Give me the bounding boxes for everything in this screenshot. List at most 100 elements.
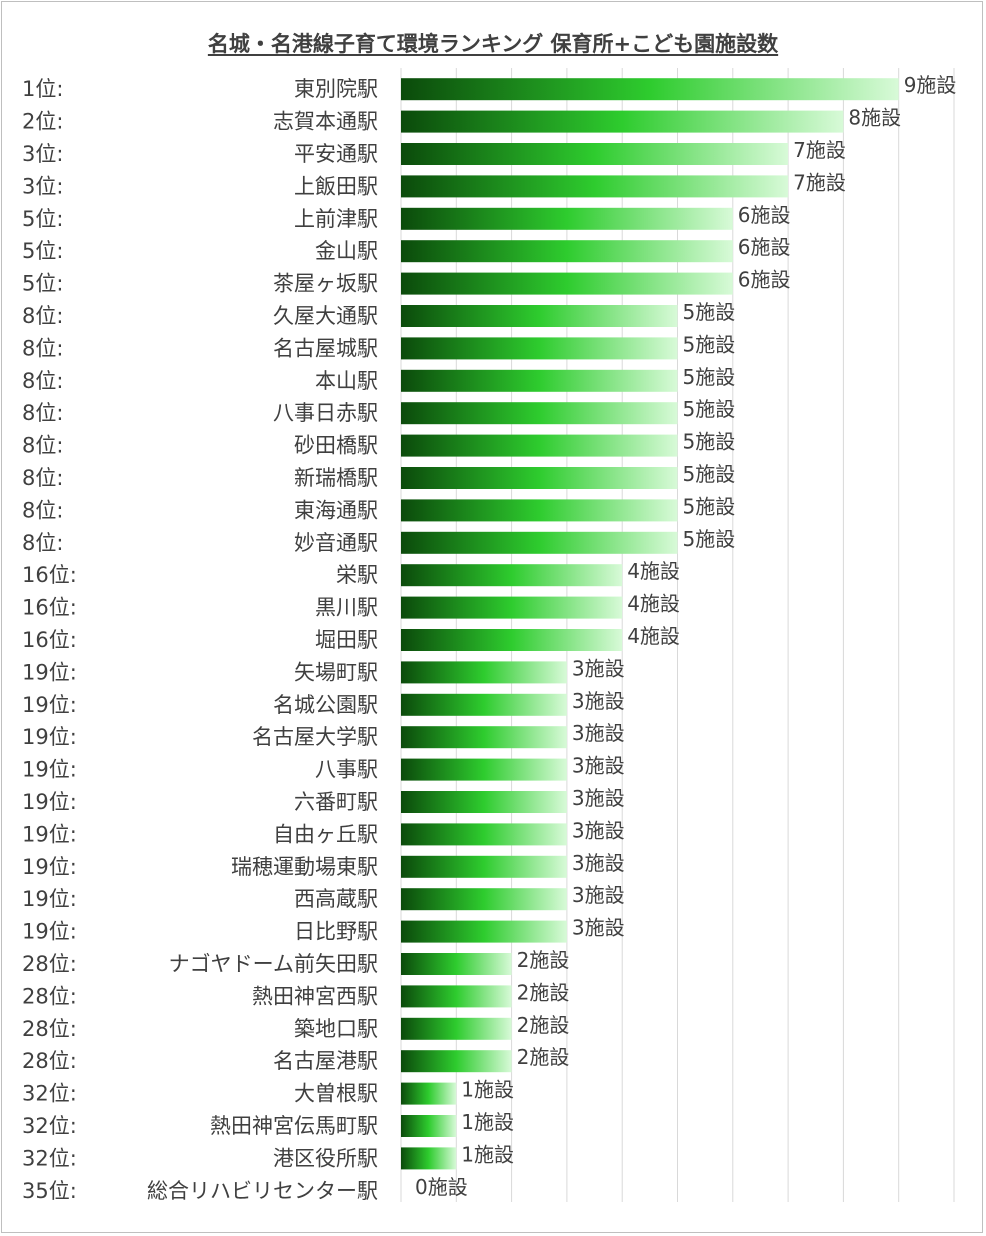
bar [401, 758, 567, 781]
value-label: 6施設 [738, 268, 791, 292]
station-label: 本山駅 [315, 369, 378, 393]
value-label: 6施設 [738, 203, 791, 227]
bar [401, 531, 678, 554]
value-label: 6施設 [738, 235, 791, 259]
bar [401, 207, 733, 230]
value-label: 7施設 [793, 170, 846, 194]
bar [401, 434, 678, 457]
value-label: 5施設 [683, 365, 736, 389]
bars [401, 78, 899, 1170]
station-label: 港区役所駅 [273, 1146, 378, 1170]
rank-label: 32位: [22, 1082, 77, 1106]
bar [401, 629, 623, 651]
station-label: 日比野駅 [294, 920, 378, 944]
station-label: 久屋大通駅 [273, 304, 378, 328]
bar [401, 1050, 512, 1073]
bar [401, 855, 567, 878]
station-label: 東別院駅 [294, 77, 378, 101]
value-label: 1施設 [461, 1078, 514, 1102]
station-label: 栄駅 [336, 563, 378, 587]
bar [401, 78, 899, 101]
rank-label: 8位: [22, 369, 63, 393]
station-label: 名城公園駅 [273, 693, 378, 717]
value-label: 5施設 [683, 462, 736, 486]
rank-label: 28位: [22, 952, 77, 976]
rank-label: 8位: [22, 434, 63, 458]
station-label: 上前津駅 [294, 207, 378, 231]
rank-label: 5位: [22, 207, 63, 231]
rank-label: 2位: [22, 110, 63, 134]
rank-label: 16位: [22, 563, 77, 587]
value-label: 0施設 [415, 1175, 468, 1199]
bar [401, 272, 733, 295]
chart-title: 名城・名港線子育て環境ランキング 保育所+こども園施設数 [207, 32, 779, 56]
rank-label: 19位: [22, 758, 77, 782]
station-label: 大曽根駅 [294, 1082, 378, 1106]
bar [401, 369, 678, 392]
value-label: 1施設 [461, 1142, 514, 1166]
station-label: 瑞穂運動場東駅 [231, 855, 378, 879]
bar [401, 888, 567, 911]
value-label: 2施設 [517, 980, 570, 1004]
station-label: 黒川駅 [315, 596, 378, 620]
bar [401, 305, 678, 327]
value-label: 3施設 [572, 851, 625, 875]
rank-label: 28位: [22, 1017, 77, 1041]
labels: 1位: 東別院駅 9施設 2位: 志賀本通駅 8施設 3位: 平安通駅 7施設 3位: 上飯田駅 7施… [22, 73, 956, 1203]
value-label: 5施設 [683, 430, 736, 454]
station-label: 名古屋城駅 [273, 336, 378, 360]
station-label: 自由ヶ丘駅 [273, 822, 378, 846]
bar [401, 661, 567, 684]
rank-label: 19位: [22, 725, 77, 749]
value-label: 3施設 [572, 721, 625, 745]
station-label: 上飯田駅 [294, 174, 378, 198]
rank-label: 19位: [22, 660, 77, 684]
station-label: 熱田神宮西駅 [252, 984, 378, 1008]
station-label: 名古屋港駅 [273, 1049, 378, 1073]
rank-label: 19位: [22, 887, 77, 911]
station-label: 妙音通駅 [294, 531, 378, 555]
station-label: 金山駅 [315, 239, 378, 263]
station-label: 西高蔵駅 [294, 887, 378, 911]
station-label: 矢場町駅 [294, 660, 378, 684]
value-label: 5施設 [683, 494, 736, 518]
bar [401, 1115, 457, 1137]
rank-label: 19位: [22, 920, 77, 944]
value-label: 3施設 [572, 689, 625, 713]
value-label: 9施設 [904, 73, 957, 97]
station-label: 新瑞橋駅 [294, 466, 378, 490]
rank-label: 8位: [22, 336, 63, 360]
rank-label: 8位: [22, 466, 63, 490]
value-label: 7施設 [793, 138, 846, 162]
rank-label: 32位: [22, 1114, 77, 1138]
bar [401, 1082, 457, 1105]
station-label: 東海通駅 [294, 498, 378, 522]
rank-label: 16位: [22, 628, 77, 652]
value-label: 2施設 [517, 948, 570, 972]
value-label: 2施設 [517, 1045, 570, 1069]
station-label: 名古屋大学駅 [252, 725, 378, 749]
station-label: 八事日赤駅 [273, 401, 378, 425]
value-label: 5施設 [683, 527, 736, 551]
rank-label: 28位: [22, 984, 77, 1008]
station-label: 堀田駅 [315, 628, 378, 652]
station-label: 八事駅 [315, 758, 378, 782]
bar [401, 953, 512, 975]
rank-label: 8位: [22, 304, 63, 328]
station-label: ナゴヤドーム前矢田駅 [169, 952, 378, 976]
bar [401, 823, 567, 846]
value-label: 2施設 [517, 1013, 570, 1037]
station-label: 熱田神宮伝馬町駅 [210, 1114, 378, 1138]
rank-label: 5位: [22, 239, 63, 263]
rank-label: 8位: [22, 498, 63, 522]
bar [401, 143, 789, 165]
value-label: 5施設 [683, 397, 736, 421]
bar [401, 693, 567, 716]
bar [401, 985, 512, 1008]
bar [401, 240, 733, 263]
value-label: 3施設 [572, 883, 625, 907]
bar [401, 499, 678, 522]
bar [401, 596, 623, 619]
